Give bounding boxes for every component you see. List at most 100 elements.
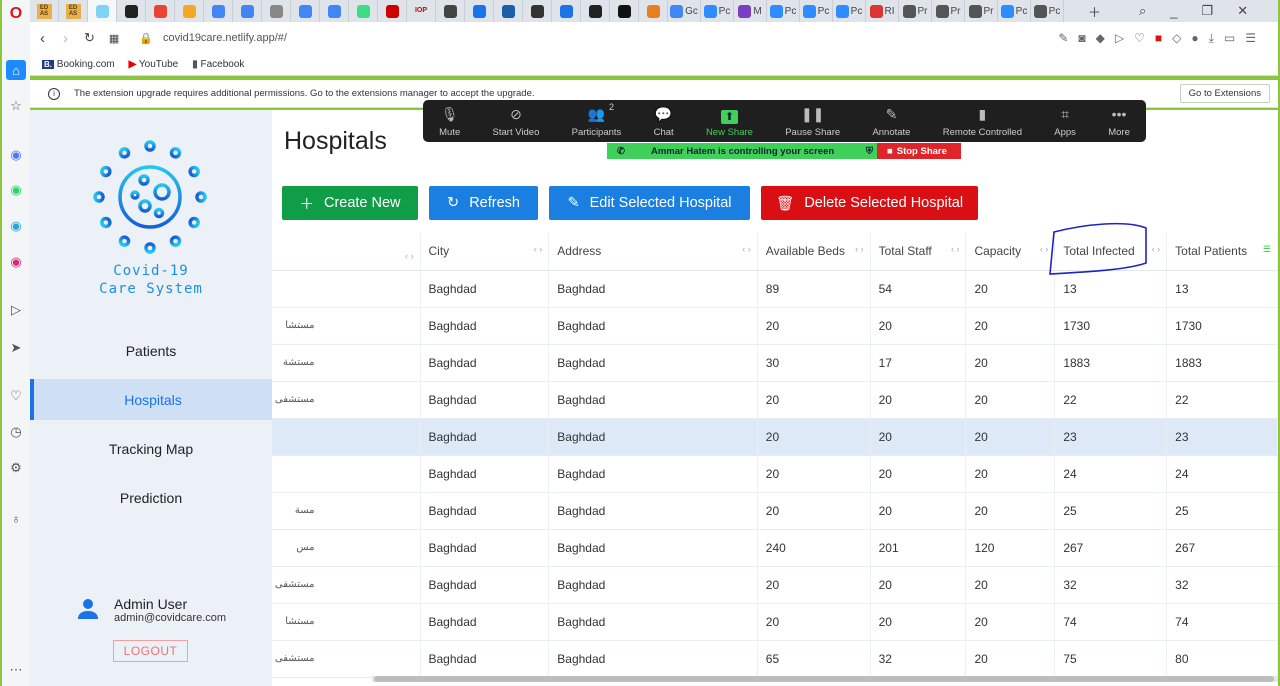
opera-logo-icon[interactable]: O xyxy=(9,5,23,22)
resize-handle-icon[interactable]: ‹ › xyxy=(742,244,751,255)
browser-tab[interactable] xyxy=(204,0,233,22)
resize-handle-icon[interactable]: ‹ › xyxy=(1151,244,1161,255)
table-row[interactable]: مستشفى Baghdad Baghdad 20 20 20 22 22 xyxy=(272,381,1278,419)
minimize-button[interactable]: _ xyxy=(1170,3,1178,19)
table-row[interactable]: مسة Baghdad Baghdad 20 20 20 25 25 xyxy=(272,492,1278,530)
browser-tab[interactable] xyxy=(581,0,610,22)
browser-tab[interactable] xyxy=(378,0,407,22)
browser-tab[interactable]: ED AS xyxy=(30,0,59,22)
browser-tab[interactable]: M xyxy=(734,0,767,22)
browser-tab[interactable]: Pc xyxy=(998,0,1031,22)
back-icon[interactable]: ‹ xyxy=(40,29,45,47)
column-header[interactable]: Available Beds ‹ › xyxy=(757,233,871,271)
refresh-button[interactable]: ↻ Refresh xyxy=(429,186,538,220)
table-row[interactable]: مستشفى ا Baghdad Baghdad 20 20 20 32 32 xyxy=(272,566,1278,604)
reload-icon[interactable]: ↻ xyxy=(84,30,95,45)
browser-tab[interactable] xyxy=(494,0,523,22)
browser-tab[interactable] xyxy=(262,0,291,22)
restore-button[interactable]: ❐ xyxy=(1201,3,1214,18)
instagram-icon[interactable]: ◉ xyxy=(10,254,22,269)
zoom-new-share-button[interactable]: ⬆ New Share xyxy=(706,106,753,138)
bulb-icon[interactable]: ♁ xyxy=(11,510,21,526)
resize-handle-icon[interactable]: ‹ › xyxy=(950,244,960,255)
browser-tab[interactable]: Pc xyxy=(833,0,866,22)
browser-tab[interactable] xyxy=(436,0,465,22)
zoom-more-button[interactable]: ••• More xyxy=(1108,106,1130,138)
browser-tab[interactable]: Gc xyxy=(668,0,701,22)
table-row[interactable]: مستشفى Baghdad Baghdad 65 32 20 75 80 xyxy=(272,640,1278,678)
zoom-chat-button[interactable]: 💬 Chat xyxy=(654,106,674,138)
nav-hospitals[interactable]: Hospitals xyxy=(30,379,272,420)
forward-icon[interactable]: › xyxy=(63,29,68,47)
table-row[interactable]: مستشا Baghdad Baghdad 20 20 20 1730 1730 xyxy=(272,307,1278,345)
bookmark-booking[interactable]: B. Booking.com xyxy=(42,59,115,70)
table-row[interactable]: مستشة Baghdad Baghdad 30 17 20 1883 1883 xyxy=(272,344,1278,382)
table-row[interactable]: مستشا Baghdad Baghdad 20 20 20 74 74 xyxy=(272,603,1278,641)
heart-icon[interactable]: ♡ xyxy=(10,388,22,403)
column-header[interactable]: Total Infected ‹ › xyxy=(1054,233,1168,271)
telegram-icon[interactable]: ◉ xyxy=(10,218,22,233)
url-field[interactable]: covid19care.netlify.app/#/ xyxy=(163,32,287,44)
browser-tab[interactable] xyxy=(88,0,117,22)
browser-toolbar-icons[interactable]: ✎◙◆▷♡■◇●⤓▭☰ xyxy=(1058,30,1266,45)
close-button[interactable]: ✕ xyxy=(1237,3,1249,18)
browser-tab[interactable]: IOP xyxy=(407,0,436,22)
go-to-extensions-button[interactable]: Go to Extensions xyxy=(1179,84,1270,103)
more-icon[interactable]: ⋯ xyxy=(9,662,23,677)
tabs-grid-icon[interactable]: ▦ xyxy=(108,32,120,45)
browser-tab[interactable] xyxy=(552,0,581,22)
browser-tab[interactable] xyxy=(146,0,175,22)
edit-hospital-button[interactable]: ✎ Edit Selected Hospital xyxy=(549,186,750,220)
column-header[interactable]: Capacity ‹ › xyxy=(965,233,1056,271)
browser-tab[interactable]: Pc xyxy=(800,0,833,22)
messenger-icon[interactable]: ◉ xyxy=(10,147,22,162)
column-header[interactable]: Total Staff ‹ › xyxy=(870,233,967,271)
browser-tab[interactable] xyxy=(291,0,320,22)
resize-handle-icon[interactable]: ‹ › xyxy=(405,251,414,262)
horizontal-scrollbar[interactable] xyxy=(372,676,1278,682)
browser-tab[interactable] xyxy=(175,0,204,22)
browser-tab[interactable] xyxy=(117,0,146,22)
zoom-start-video-button[interactable]: ⊘ Start Video xyxy=(493,106,540,138)
player-icon[interactable]: ▷ xyxy=(11,302,21,317)
browser-tab[interactable]: Pr xyxy=(965,0,998,22)
browser-tab[interactable] xyxy=(465,0,494,22)
star-icon[interactable]: ☆ xyxy=(10,98,22,113)
zoom-participants-button[interactable]: 👥 2 Participants xyxy=(572,102,622,138)
browser-tab[interactable] xyxy=(320,0,349,22)
zoom-apps-button[interactable]: ⌗ Apps xyxy=(1054,106,1076,138)
send-icon[interactable]: ➤ xyxy=(10,340,22,355)
home-icon[interactable]: ⌂ xyxy=(6,60,26,80)
column-menu-icon[interactable]: ☰ xyxy=(1262,244,1271,255)
browser-tab[interactable] xyxy=(349,0,378,22)
search-tabs-icon[interactable]: ⌕ xyxy=(1139,3,1147,18)
bookmark-youtube[interactable]: ▶ YouTube xyxy=(129,59,179,70)
new-tab-button[interactable]: ＋ xyxy=(1088,4,1102,20)
browser-tab[interactable]: Pc xyxy=(701,0,734,22)
column-header[interactable]: ‹ › xyxy=(272,233,421,271)
history-icon[interactable]: ◷ xyxy=(10,424,22,439)
browser-tab[interactable] xyxy=(523,0,552,22)
browser-tab[interactable] xyxy=(610,0,639,22)
nav-prediction[interactable]: Prediction xyxy=(119,489,183,506)
browser-tab[interactable]: ED AS xyxy=(59,0,88,22)
logout-button[interactable]: LOGOUT xyxy=(113,640,188,662)
column-header[interactable]: City ‹ › xyxy=(420,233,550,271)
resize-handle-icon[interactable]: ‹ › xyxy=(1039,244,1049,255)
browser-tab[interactable]: RI xyxy=(866,0,899,22)
table-row[interactable]: Baghdad Baghdad 20 20 20 23 23 xyxy=(272,418,1278,456)
column-header[interactable]: Address ‹ › xyxy=(548,233,758,271)
stop-share-button[interactable]: ■ Stop Share xyxy=(877,143,961,159)
table-row[interactable]: Baghdad Baghdad 20 20 20 24 24 xyxy=(272,455,1278,493)
nav-tracking-map[interactable]: Tracking Map xyxy=(108,440,194,457)
resize-handle-icon[interactable]: ‹ › xyxy=(533,244,543,255)
browser-tab[interactable]: Pc xyxy=(767,0,800,22)
browser-tab[interactable] xyxy=(233,0,262,22)
zoom-mute-button[interactable]: 🎙 Mute xyxy=(439,106,460,138)
browser-tab[interactable]: Pr xyxy=(899,0,932,22)
whatsapp-icon[interactable]: ◉ xyxy=(10,182,22,197)
nav-patients[interactable]: Patients xyxy=(125,342,177,359)
bookmark-facebook[interactable]: ▮ Facebook xyxy=(192,59,244,70)
settings-icon[interactable]: ⚙ xyxy=(10,460,22,475)
table-row[interactable]: مس Baghdad Baghdad 240 201 120 267 267 xyxy=(272,529,1278,567)
